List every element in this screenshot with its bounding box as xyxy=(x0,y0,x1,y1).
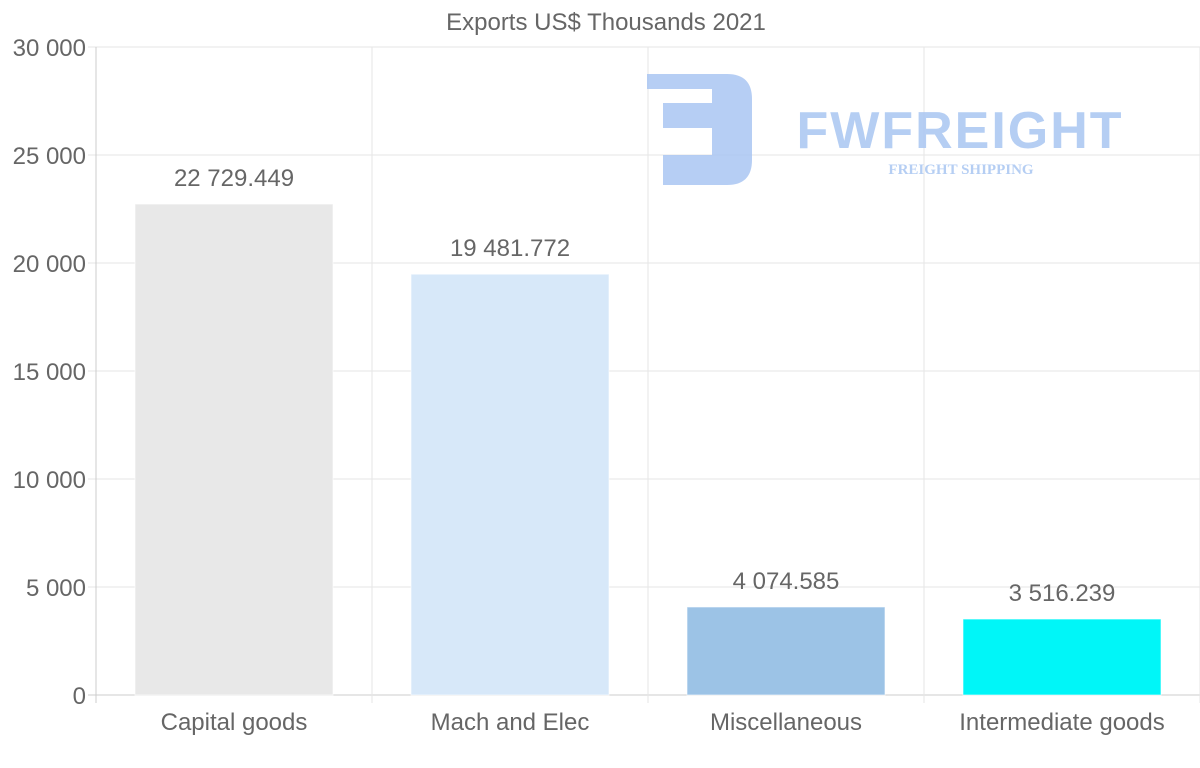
y-tick-label: 20 000 xyxy=(13,251,86,278)
bar xyxy=(410,273,610,696)
data-label: 3 516.239 xyxy=(1009,580,1116,607)
bars xyxy=(134,203,1162,696)
y-tick-label: 25 000 xyxy=(13,143,86,170)
bar xyxy=(686,606,886,696)
x-tick-label: Mach and Elec xyxy=(431,709,590,736)
y-tick-label: 30 000 xyxy=(13,35,86,62)
chart-title: Exports US$ Thousands 2021 xyxy=(446,9,766,36)
data-label: 19 481.772 xyxy=(450,235,570,262)
bar xyxy=(134,203,334,696)
data-label: 4 074.585 xyxy=(733,568,840,595)
watermark-logo: FWFREIGHT FREIGHT SHIPPING xyxy=(647,74,1123,185)
watermark-brand: FWFREIGHT xyxy=(796,102,1123,160)
x-axis: Capital goods Mach and Elec Miscellaneous I… xyxy=(161,709,1165,736)
x-tick-label: Capital goods xyxy=(161,709,308,736)
x-tick-label: Intermediate goods xyxy=(959,709,1164,736)
y-tick-label: 0 xyxy=(73,683,86,710)
y-tick-label: 15 000 xyxy=(13,359,86,386)
y-tick-label: 10 000 xyxy=(13,467,86,494)
x-tick-label: Miscellaneous xyxy=(710,709,862,736)
data-labels: 22 729.449 19 481.772 4 074.585 3 516.239 xyxy=(174,165,1115,607)
logo-mark-icon xyxy=(647,74,752,185)
data-label: 22 729.449 xyxy=(174,165,294,192)
y-tick-label: 5 000 xyxy=(26,575,86,602)
y-axis: 0 5 000 10 000 15 000 20 000 25 000 30 000 xyxy=(13,35,86,710)
bar xyxy=(962,618,1162,696)
watermark-tagline: FREIGHT SHIPPING xyxy=(888,162,1033,178)
